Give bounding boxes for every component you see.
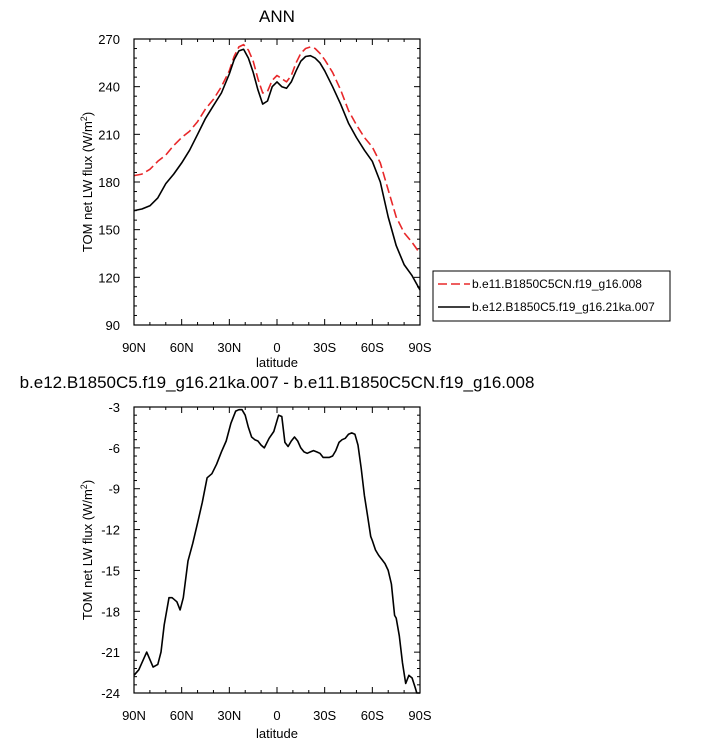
chart-bottom-frame <box>133 406 421 694</box>
chart-bottom: b.e12.B1850C5.f19_g16.21ka.007 - b.e11.B… <box>20 373 535 741</box>
chart-top-frame <box>133 38 421 326</box>
legend-label-series-2: b.e12.B1850C5.f19_g16.21ka.007 <box>472 300 655 314</box>
x-tick-label: 90N <box>122 708 146 723</box>
chart-bottom-ylabel-main: TOM net LW flux (W/m <box>80 489 95 620</box>
chart-top-ylabel-end: ) <box>80 112 95 116</box>
y-tick-label: -6 <box>108 441 120 456</box>
legend-box <box>432 270 671 322</box>
legend-label-series-1: b.e11.B1850C5CN.f19_g16.008 <box>472 277 642 291</box>
y-tick-label: -12 <box>101 523 120 538</box>
chart-top-xlabel: latitude <box>256 355 298 370</box>
y-tick-label: -15 <box>101 563 120 578</box>
chart-top-ylabel-main: TOM net LW flux (W/m <box>80 121 95 252</box>
y-tick-label: 210 <box>98 127 120 142</box>
x-tick-label: 90S <box>408 708 431 723</box>
series-line-1 <box>133 43 421 254</box>
chart-top-tick-labels: 90N 60N 30N 0 30S 60S 90S 90 120 150 180 210 240 270 <box>98 32 432 355</box>
y-tick-label: -21 <box>101 645 120 660</box>
chart-top-title: ANN <box>259 7 295 26</box>
y-tick-label: 180 <box>98 175 120 190</box>
x-tick-label: 90S <box>408 340 431 355</box>
legend: b.e11.B1850C5CN.f19_g16.008 b.e12.B1850C… <box>432 270 671 322</box>
x-tick-label: 30N <box>217 708 241 723</box>
chart-top-ylabel: TOM net LW flux (W/m2) <box>79 112 95 252</box>
y-tick-label: 270 <box>98 32 120 47</box>
y-tick-label: -9 <box>108 482 120 497</box>
chart-top-ylabel-sup: 2 <box>79 116 89 121</box>
x-tick-label: 0 <box>273 708 280 723</box>
chart-top: ANN 90N 60N 30N 0 30S 60S 90S 90 120 150 180 210 240… <box>79 7 432 370</box>
x-tick-label: 30N <box>217 340 241 355</box>
x-tick-label: 60N <box>170 340 194 355</box>
chart-bottom-ylabel-end: ) <box>80 480 95 484</box>
chart-bottom-ylabel: TOM net LW flux (W/m2) <box>79 480 95 620</box>
chart-bottom-xlabel: latitude <box>256 726 298 741</box>
x-tick-label: 60N <box>170 708 194 723</box>
x-tick-label: 30S <box>313 340 336 355</box>
x-tick-label: 90N <box>122 340 146 355</box>
y-tick-label: 240 <box>98 80 120 95</box>
chart-bottom-tick-labels: 90N 60N 30N 0 30S 60S 90S -24 -21 -18 -15 -12 -9 -6 -3 <box>101 400 432 723</box>
x-tick-label: 60S <box>361 340 384 355</box>
y-tick-label: -3 <box>108 400 120 415</box>
x-tick-label: 30S <box>313 708 336 723</box>
chart-bottom-lines <box>133 408 420 694</box>
chart-top-lines <box>133 43 421 291</box>
x-tick-label: 60S <box>361 708 384 723</box>
y-tick-label: 90 <box>106 318 120 333</box>
chart-bottom-ylabel-sup: 2 <box>79 484 89 489</box>
y-tick-label: -18 <box>101 604 120 619</box>
x-tick-label: 0 <box>273 340 280 355</box>
y-tick-label: 120 <box>98 270 120 285</box>
series-line-2 <box>133 48 421 291</box>
y-tick-label: -24 <box>101 686 120 701</box>
chart-bottom-ticks <box>133 406 421 694</box>
y-tick-label: 150 <box>98 223 120 238</box>
chart-bottom-title: b.e12.B1850C5.f19_g16.21ka.007 - b.e11.B… <box>20 373 535 392</box>
series-line-1 <box>133 408 420 694</box>
